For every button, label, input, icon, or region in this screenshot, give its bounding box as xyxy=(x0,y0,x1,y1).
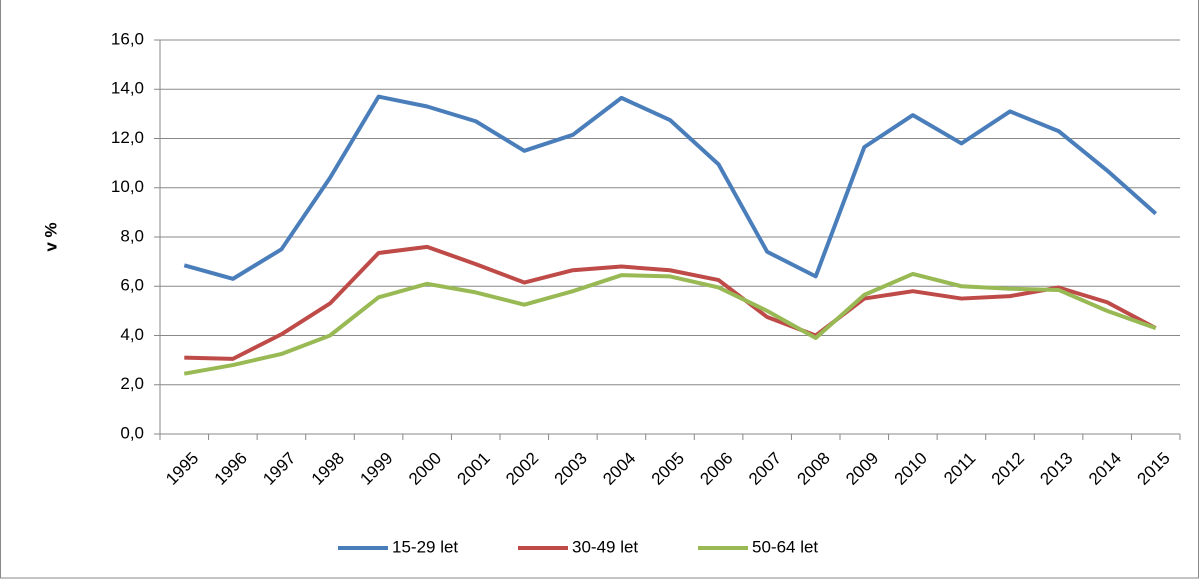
series-line xyxy=(184,244,1157,361)
x-tick-label: 2002 xyxy=(502,449,542,489)
x-tick-label: 2011 xyxy=(940,449,979,488)
x-tick-label: 2004 xyxy=(599,449,639,489)
x-tick-label: 2005 xyxy=(648,449,688,489)
x-tick-label: 2014 xyxy=(1085,449,1125,489)
series-line xyxy=(183,271,1157,376)
y-tick-label: 0,0 xyxy=(120,423,144,442)
y-tick-label: 10,0 xyxy=(111,177,144,196)
legend-label: 15-29 let xyxy=(392,537,458,556)
y-tick-label: 4,0 xyxy=(120,325,144,344)
x-tick-label: 2000 xyxy=(405,449,445,489)
x-tick-label: 2003 xyxy=(551,449,591,489)
y-tick-label: 14,0 xyxy=(111,79,144,98)
y-tick-label: 16,0 xyxy=(111,29,144,48)
x-tick-label: 2006 xyxy=(696,449,736,489)
x-tick-label: 1998 xyxy=(308,449,348,489)
x-tick-label: 2007 xyxy=(745,449,785,489)
x-tick-label: 1999 xyxy=(356,449,396,489)
x-tick-label: 1996 xyxy=(211,449,251,489)
x-tick-label: 2001 xyxy=(454,449,494,489)
y-tick-label: 6,0 xyxy=(120,276,144,295)
x-tick-label: 2015 xyxy=(1134,449,1174,489)
x-tick-label: 2008 xyxy=(794,449,834,489)
legend-label: 30-49 let xyxy=(572,537,638,556)
x-tick-label: 2010 xyxy=(891,449,931,489)
x-tick-label: 2012 xyxy=(988,449,1028,489)
y-tick-label: 8,0 xyxy=(120,226,144,245)
y-tick-label: 12,0 xyxy=(111,128,144,147)
x-tick-label: 1995 xyxy=(162,449,202,489)
legend-label: 50-64 let xyxy=(752,537,818,556)
y-tick-label: 2,0 xyxy=(120,374,144,393)
x-tick-label: 2009 xyxy=(842,449,882,489)
x-tick-label: 2013 xyxy=(1036,449,1076,489)
x-tick-label: 1997 xyxy=(259,449,299,489)
y-axis-label: v % xyxy=(41,222,60,251)
series-line xyxy=(183,94,1158,281)
